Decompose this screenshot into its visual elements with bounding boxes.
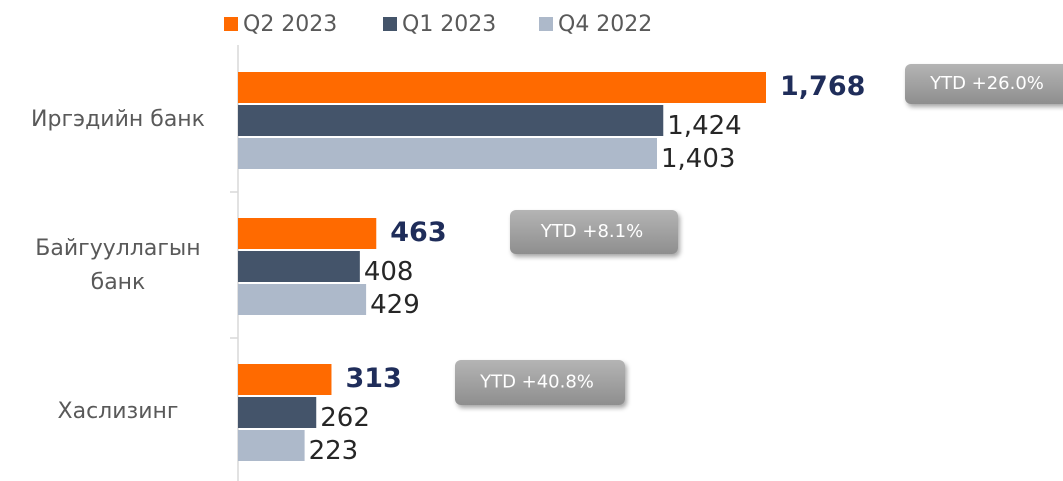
- value-label: 262: [320, 403, 370, 433]
- category-label: Иргэдийн банк: [31, 107, 205, 132]
- value-label: 1,403: [661, 144, 735, 174]
- legend-label: Q1 2023: [402, 12, 496, 37]
- annotation-box: [455, 360, 625, 405]
- bar: [238, 105, 664, 136]
- legend-swatch: [383, 17, 397, 31]
- category-label: Байгууллагын банк: [35, 236, 201, 295]
- bar: [238, 251, 360, 282]
- bar: [238, 72, 766, 103]
- value-label: 1,424: [667, 111, 741, 141]
- bar: [238, 138, 657, 169]
- value-label: 223: [309, 436, 359, 466]
- bar: [238, 218, 377, 249]
- value-label: 463: [390, 217, 446, 248]
- legend-label: Q4 2022: [558, 12, 652, 37]
- annotation: YTD +40.8%: [455, 360, 625, 405]
- annotation-text: YTD +8.1%: [540, 221, 643, 242]
- annotation-text: YTD +40.8%: [479, 372, 594, 393]
- value-label: 313: [345, 363, 401, 394]
- value-label: 408: [364, 257, 414, 287]
- annotation: YTD +8.1%: [510, 210, 678, 254]
- bar: [238, 430, 305, 461]
- value-label: 1,768: [780, 71, 865, 102]
- legend-swatch: [224, 17, 238, 31]
- value-label: 429: [370, 290, 420, 320]
- bar: [238, 364, 332, 395]
- bar: [238, 397, 317, 428]
- annotation: YTD +26.0%: [905, 64, 1063, 104]
- category-label: Хаслизинг: [57, 399, 179, 424]
- annotation-box: [905, 64, 1063, 104]
- legend-label: Q2 2023: [243, 12, 337, 37]
- legend-swatch: [539, 17, 553, 31]
- annotation-box: [510, 210, 678, 254]
- annotation-text: YTD +26.0%: [929, 73, 1044, 94]
- bar: [238, 284, 367, 315]
